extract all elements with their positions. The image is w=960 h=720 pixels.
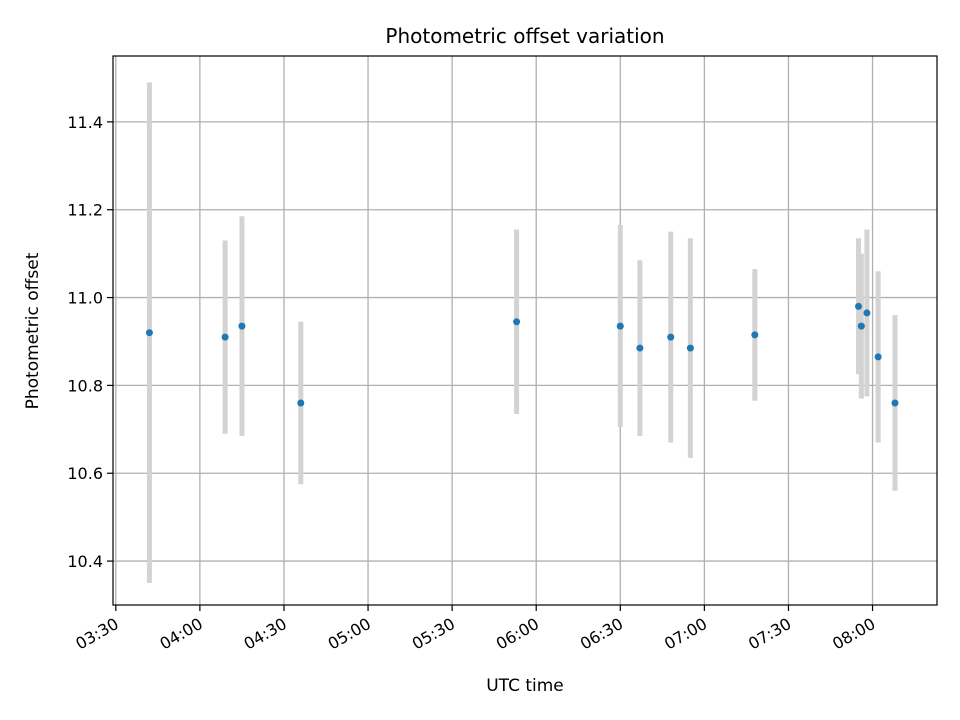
data-point xyxy=(874,353,882,361)
x-axis-label: UTC time xyxy=(486,676,564,696)
y-tick-label: 10.8 xyxy=(67,376,103,395)
y-tick-label: 10.4 xyxy=(67,552,103,571)
y-tick-label: 11.0 xyxy=(67,289,103,308)
y-tick-label: 10.6 xyxy=(67,464,103,483)
grid-lines xyxy=(113,56,937,605)
data-point xyxy=(616,322,624,330)
data-points xyxy=(145,302,899,407)
data-point xyxy=(297,399,305,407)
data-point xyxy=(238,322,246,330)
y-tick-label: 11.2 xyxy=(67,201,103,220)
chart-title: Photometric offset variation xyxy=(385,24,664,48)
y-axis-label: Photometric offset xyxy=(23,252,43,409)
data-point xyxy=(863,309,871,317)
data-point xyxy=(221,333,229,341)
data-point xyxy=(855,302,863,310)
data-point xyxy=(636,344,644,352)
data-point xyxy=(686,344,694,352)
plot-frame xyxy=(112,55,938,606)
data-point xyxy=(751,331,759,339)
data-point xyxy=(857,322,865,330)
y-ticks: 10.4 10.6 10.8 11.0 11.2 11.4 xyxy=(67,113,113,571)
data-point xyxy=(667,333,675,341)
data-point xyxy=(145,329,153,337)
data-point xyxy=(891,399,899,407)
data-point xyxy=(513,318,521,326)
y-tick-label: 11.4 xyxy=(67,113,103,132)
